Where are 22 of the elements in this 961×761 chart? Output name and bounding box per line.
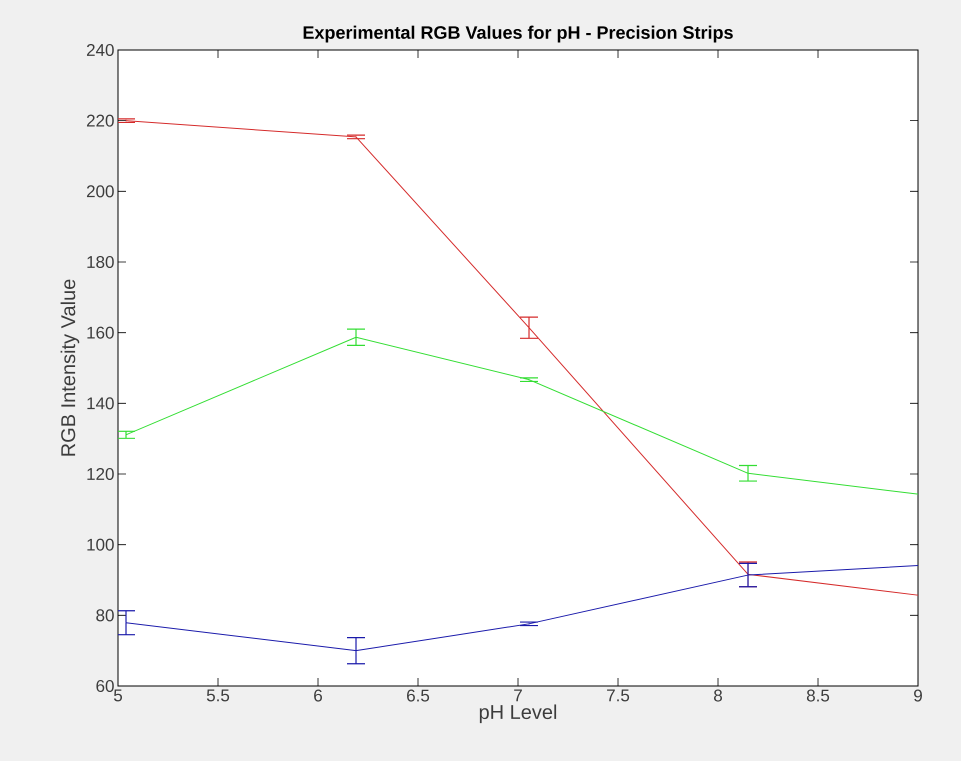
chart-title: Experimental RGB Values for pH - Precision Strips xyxy=(304,26,733,42)
x-tick-label: 6 xyxy=(314,690,322,702)
y-tick-label: 180 xyxy=(87,256,114,268)
y-tick-label: 240 xyxy=(86,44,114,56)
x-axis-title: pH Level xyxy=(480,704,556,724)
y-tick-label: 80 xyxy=(96,609,114,622)
y-tick-label: 60 xyxy=(96,680,114,692)
x-tick-label: 5.5 xyxy=(206,690,230,702)
y-tick-label: 140 xyxy=(87,397,114,410)
x-tick-label: 6.5 xyxy=(407,690,430,702)
x-tick-label: 7.5 xyxy=(607,690,630,702)
y-tick-label: 200 xyxy=(86,185,114,198)
y-axis-title: RGB Intensity Value xyxy=(60,280,80,456)
x-tick-label: 8.5 xyxy=(806,690,830,702)
x-tick-label: 9 xyxy=(914,690,922,702)
x-tick-label: 8 xyxy=(714,690,722,702)
y-tick-label: 220 xyxy=(86,114,114,127)
x-tick-label: 7 xyxy=(514,690,522,702)
y-tick-label: 100 xyxy=(87,538,114,551)
y-tick-label: 120 xyxy=(87,468,114,480)
x-tick-label: 5 xyxy=(114,690,122,702)
y-tick-label: 160 xyxy=(87,326,114,339)
